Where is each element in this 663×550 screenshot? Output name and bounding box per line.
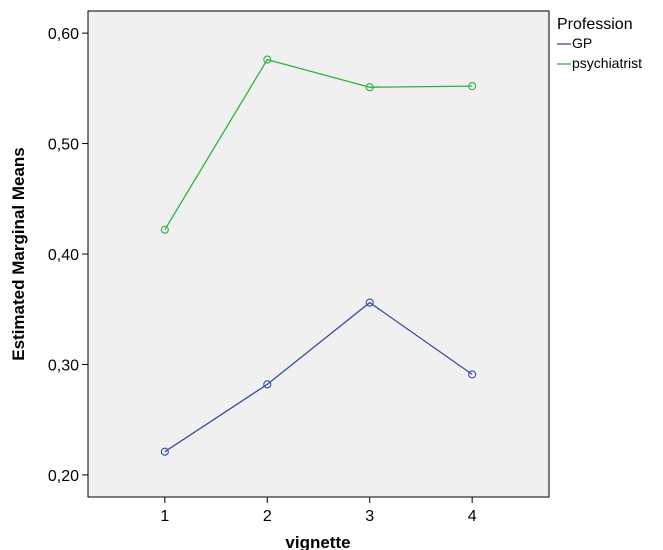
x-axis-title: vignette xyxy=(285,533,350,550)
data-point xyxy=(365,83,374,92)
legend-title: Profession xyxy=(557,16,633,33)
series-gp xyxy=(160,298,477,456)
x-tick-label: 2 xyxy=(263,508,272,525)
data-point xyxy=(160,225,169,234)
y-tick-label: 0,20 xyxy=(48,468,79,485)
y-tick-label: 0,60 xyxy=(48,26,79,43)
plot-background xyxy=(88,11,549,497)
y-tick-label: 0,30 xyxy=(48,357,79,374)
data-point xyxy=(263,55,272,64)
legend-label: GP xyxy=(572,35,592,51)
x-tick-label: 3 xyxy=(365,508,374,525)
y-axis: 0,20 0,30 0,40 0,50 0,60 xyxy=(48,26,88,485)
y-axis-title: Estimated Marginal Means xyxy=(9,147,28,361)
legend-label: psychiatrist xyxy=(572,55,642,71)
series-line xyxy=(164,58,473,231)
series-psychiatrist xyxy=(160,55,477,234)
legend: Profession GP psychiatrist xyxy=(557,16,642,71)
data-point xyxy=(160,447,169,456)
data-point xyxy=(263,380,272,389)
x-tick-label: 1 xyxy=(160,508,169,525)
series-line xyxy=(164,301,473,453)
data-point xyxy=(468,370,477,379)
data-point xyxy=(468,82,477,91)
x-tick-label: 4 xyxy=(468,508,477,525)
y-tick-label: 0,50 xyxy=(48,137,79,154)
x-axis: 1 2 3 4 xyxy=(160,497,477,525)
data-point xyxy=(365,298,374,307)
y-tick-label: 0,40 xyxy=(48,247,79,264)
series-layer xyxy=(160,55,477,456)
